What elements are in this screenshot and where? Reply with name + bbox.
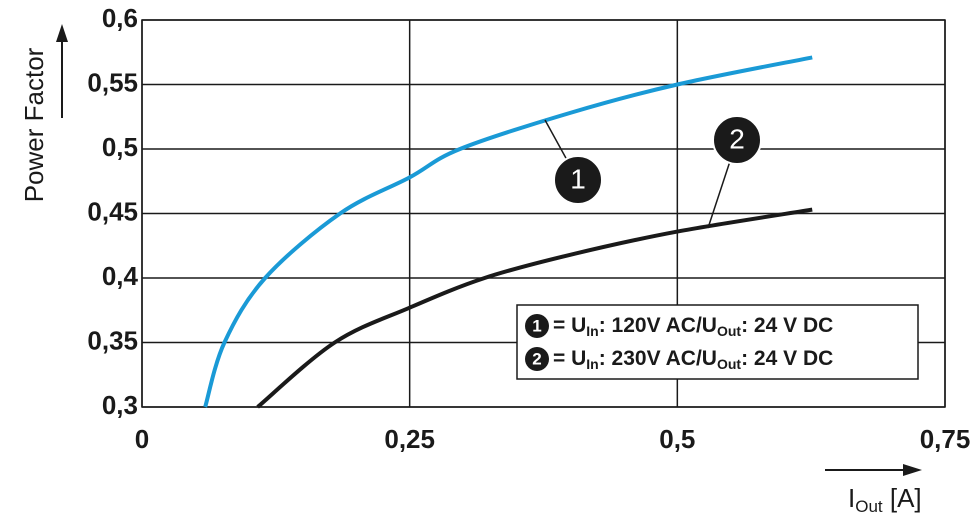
legend-part: : 24 V DC <box>741 314 833 337</box>
y-tick-label: 0,45 <box>87 196 138 226</box>
y-axis-label: Power Factor <box>19 47 49 202</box>
series-line <box>203 55 813 408</box>
legend-part: : 120V AC/U <box>599 314 717 337</box>
x-label-unit: [A] <box>883 483 922 513</box>
legend-part: : 230V AC/U <box>599 347 717 370</box>
callout-label: 2 <box>729 123 745 154</box>
legend-part: = U <box>553 314 586 337</box>
legend-marker <box>525 314 549 338</box>
legend-box <box>516 304 919 380</box>
y-tick-label: 0,3 <box>102 390 138 420</box>
legend-marker <box>525 347 549 371</box>
x-tick-label: 0,5 <box>659 424 695 454</box>
y-tick-label: 0,6 <box>102 3 138 33</box>
legend-subscript: In <box>586 356 598 372</box>
y-tick-label: 0,4 <box>102 261 139 291</box>
plot-border <box>141 19 946 408</box>
legend-text: = UIn: 120V AC/UOut: 24 V DC <box>553 314 833 339</box>
legend-text: = UIn: 230V AC/UOut: 24 V DC <box>553 347 833 372</box>
x-tick-label: 0,25 <box>384 424 435 454</box>
x-tick-label: 0,75 <box>920 424 971 454</box>
legend-part: = U <box>553 347 586 370</box>
x-axis-label: IOut [A] <box>848 483 922 517</box>
legend-marker-label: 1 <box>532 316 541 335</box>
y-tick-label: 0,5 <box>102 132 138 162</box>
legend-subscript: Out <box>717 356 741 372</box>
legend-part: : 24 V DC <box>741 347 833 370</box>
callout-circle <box>553 155 603 205</box>
callout-circle <box>712 115 762 165</box>
legend-subscript: Out <box>717 323 741 339</box>
y-arrow-head <box>56 24 68 42</box>
x-arrow-head <box>903 464 922 476</box>
legend-subscript: In <box>586 323 598 339</box>
series-line <box>256 207 813 409</box>
x-label-main: I <box>848 483 855 513</box>
legend-marker-label: 2 <box>532 349 541 368</box>
y-tick-label: 0,35 <box>87 325 138 355</box>
x-tick-label: 0 <box>135 424 149 454</box>
y-tick-label: 0,55 <box>87 67 138 97</box>
callout-label: 1 <box>570 163 586 194</box>
x-label-sub: Out <box>855 497 883 516</box>
